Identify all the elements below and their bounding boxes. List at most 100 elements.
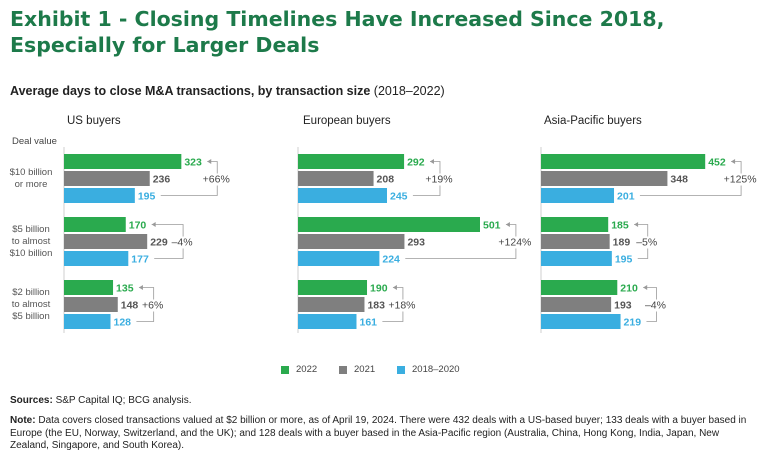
value-label-2021: 293 [407,237,425,249]
sources: Sources: S&P Capital IQ; BCG analysis. [10,395,192,406]
value-label-2022: 501 [483,220,501,232]
change-label: –5% [636,237,657,249]
value-label-2018-2020: 245 [390,191,408,203]
panel-title-us: US buyers [67,115,121,127]
change-label-background [642,299,668,312]
change-arrow [207,159,212,164]
deal-value-label: Deal value [12,136,57,147]
legend-swatch-2018-2020 [397,365,405,374]
chart-subtitle: Average days to close M&A transactions, … [10,84,445,98]
row-label-line: to almost [11,236,51,247]
value-label-2021: 229 [150,237,168,249]
row-label-line: $10 billion [9,167,53,178]
change-label-background [423,173,455,186]
row-label-line: $10 billion [9,248,53,259]
value-label-2018-2020: 161 [359,317,377,329]
value-label-2021: 193 [614,300,632,312]
value-label-2018-2020: 195 [138,191,156,203]
bar-2021 [298,171,374,186]
change-label: +124% [498,237,531,249]
bar-2022 [541,217,609,232]
change-label: +19% [425,174,452,186]
bar-2021 [541,234,610,249]
bar-2022 [64,154,182,169]
value-label-2022: 323 [184,157,202,169]
bar-2021 [298,234,405,249]
bar-2018-2020 [64,314,111,329]
note-text: Data covers closed transactions valued a… [10,415,747,451]
row-label-10b: $10 billion or more [4,167,58,191]
legend-item-2021: 2021 [339,364,375,375]
bar-2018-2020 [298,314,357,329]
bar-2018-2020 [298,188,388,203]
change-arrow [634,222,639,227]
bar-2018-2020 [541,188,615,203]
value-label-2018-2020: 177 [131,254,149,266]
bar-2021 [64,297,118,312]
row-label-line: $5 billion [12,311,50,322]
value-label-2018-2020: 201 [617,191,635,203]
legend-label-2022: 2022 [296,364,318,375]
change-arrow [429,159,434,164]
change-label: +66% [203,174,230,186]
change-label: –4% [645,300,666,312]
value-label-2021: 189 [613,237,631,249]
bar-2022 [298,154,405,169]
note: Note: Data covers closed transactions va… [10,415,760,453]
change-arrow [138,285,143,290]
legend-label-2018-2020: 2018–2020 [412,364,460,375]
legend-swatch-2022 [281,365,289,374]
change-arrow [643,285,648,290]
value-label-2021: 348 [670,174,688,186]
change-label-background [386,299,418,312]
change-label: +6% [142,300,163,312]
change-label-background [140,299,166,312]
bar-2022 [541,154,706,169]
legend-swatch-2021 [339,365,347,374]
bar-2021 [541,171,668,186]
value-label-2021: 236 [153,174,171,186]
panel-title-europe: European buyers [303,115,391,127]
bar-2022 [541,280,618,295]
change-arrow [731,159,736,164]
change-label: +125% [724,174,757,186]
row-label-5b: $5 billion to almost $10 billion [4,224,58,260]
change-label-background [496,236,534,249]
value-label-2022: 185 [611,220,629,232]
bar-2018-2020 [298,251,380,266]
row-label-2b: $2 billion to almost $5 billion [4,287,58,323]
row-label-line: or more [14,179,48,190]
change-arrow [392,285,397,290]
change-arrow [151,222,156,227]
bar-2021 [298,297,365,312]
bar-2018-2020 [541,314,621,329]
change-label-background [169,236,195,249]
row-label-line: to almost [11,299,51,310]
value-label-2022: 190 [370,283,388,295]
bar-2021 [64,171,150,186]
row-label-line: $5 billion [12,224,50,235]
value-label-2021: 208 [377,174,395,186]
sources-label: Sources: [10,395,53,406]
value-label-2021: 183 [367,300,385,312]
subtitle-main: Average days to close M&A transactions, … [10,84,371,98]
row-label-line: $2 billion [12,287,50,298]
change-label: +18% [388,300,415,312]
legend-item-2022: 2022 [281,364,317,375]
subtitle-years: (2018–2022) [373,84,445,98]
value-label-2018-2020: 128 [113,317,131,329]
value-label-2018-2020: 219 [624,317,642,329]
change-label-background [634,236,660,249]
legend: 2022 2021 2018–2020 [0,364,768,378]
bar-2018-2020 [64,251,129,266]
bar-2022 [64,280,114,295]
legend-item-2018-2020: 2018–2020 [397,364,460,375]
value-label-2022: 292 [407,157,425,169]
bar-2022 [298,280,368,295]
bar-2022 [64,217,126,232]
change-label-background [721,173,759,186]
change-label: –4% [172,237,193,249]
legend-label-2021: 2021 [354,364,376,375]
value-label-2022: 170 [129,220,147,232]
